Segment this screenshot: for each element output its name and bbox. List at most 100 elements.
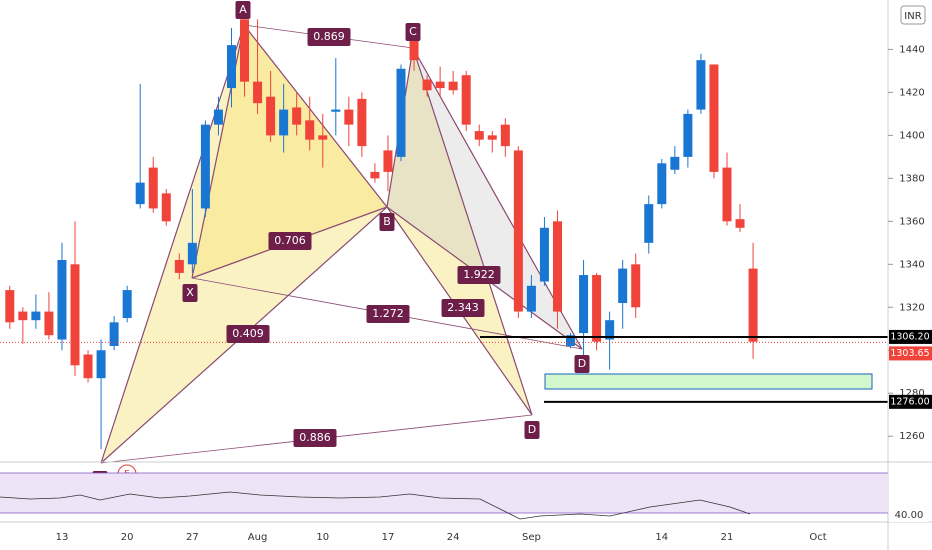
x-tick-label: 20 (121, 532, 134, 543)
candle-body (696, 60, 706, 110)
y-tick-label: 1340 (899, 259, 924, 270)
candle-body (683, 113, 693, 157)
price-label-box (889, 346, 932, 361)
pattern-ratio: 1.922 (463, 268, 495, 281)
x-tick-label: 27 (186, 532, 199, 543)
target-zone (544, 373, 873, 390)
pattern-point: X (186, 286, 194, 299)
candle-body (279, 109, 289, 136)
candle-body (109, 322, 119, 346)
candle-body (344, 109, 354, 125)
candle-body (18, 311, 28, 321)
pattern-ratio: 0.886 (299, 431, 331, 444)
pattern-point: A (239, 3, 247, 16)
currency-box (900, 5, 926, 25)
candle-body (579, 275, 589, 334)
candle-body (657, 163, 667, 205)
price-label: 1276.00 (890, 396, 929, 407)
candle-body (240, 19, 250, 82)
candle-body (83, 354, 93, 379)
pattern-ratio-box (268, 232, 312, 250)
x-tick-label: 14 (655, 532, 668, 543)
x-tick-label: 17 (382, 532, 395, 543)
candle-body (722, 167, 732, 222)
pattern-point-box (574, 355, 590, 373)
candle-body (57, 260, 67, 340)
pattern-point: C (409, 25, 417, 38)
candle-body (70, 264, 80, 366)
candle-body (474, 131, 484, 140)
x-tick-label: 13 (56, 532, 69, 543)
candle-body (357, 98, 367, 147)
y-tick-label: 1400 (899, 130, 924, 141)
y-tick-label: 1440 (899, 44, 924, 55)
candle-body (448, 81, 458, 91)
candle-body (709, 64, 719, 172)
pattern-ratio-box (366, 305, 410, 323)
candle-body (253, 81, 263, 104)
pattern-ratio-box (307, 28, 351, 46)
pattern-ratio-box (457, 266, 501, 284)
candle-body (331, 109, 341, 112)
candle-body (396, 68, 406, 157)
candle-body (552, 221, 562, 312)
candle-body (409, 38, 419, 61)
pattern-point: D (528, 423, 536, 436)
pattern-point-box (524, 421, 540, 439)
candles (5, 15, 758, 450)
candle-body (44, 311, 54, 336)
candle-body (618, 268, 628, 303)
x-tick-label: Aug (248, 532, 268, 543)
indicator-level: 40.00 (895, 510, 924, 521)
candle-body (31, 311, 41, 321)
candle-body (174, 260, 184, 273)
candle-body (148, 167, 158, 209)
pattern-point-box (405, 23, 421, 41)
x-tick-label: Sep (522, 532, 541, 543)
candle-body (370, 171, 380, 179)
pattern-ratio: 0.706 (274, 234, 306, 247)
candle-body (526, 285, 536, 312)
pattern-line (100, 24, 245, 464)
pattern-area (387, 48, 582, 349)
pattern-line (243, 24, 388, 208)
candle-body (383, 150, 393, 172)
x-tick-label: 24 (447, 532, 460, 543)
pattern-point: D (578, 357, 586, 370)
candle-body (318, 135, 328, 140)
candle-body (96, 350, 106, 379)
y-tick-label: 1280 (899, 388, 924, 399)
candle-body (266, 96, 276, 136)
candle-body (592, 275, 602, 342)
pattern-ratio: 0.409 (232, 327, 264, 340)
y-tick-label: 1260 (899, 431, 924, 442)
candle-body (539, 227, 549, 282)
candle-body (305, 120, 315, 140)
y-tick-label: 1360 (899, 216, 924, 227)
pattern-ratio-box (293, 429, 337, 447)
pattern-point: B (383, 215, 391, 228)
candle-body (435, 81, 445, 89)
pattern-area (387, 48, 532, 415)
candle-body (513, 150, 523, 312)
indicator-band (0, 473, 888, 513)
candle-body (566, 335, 576, 346)
x-tick-label: Oct (809, 532, 826, 543)
pattern-area (101, 25, 387, 463)
price-label: 1306.20 (890, 331, 929, 342)
price-label-box (889, 394, 932, 409)
candle-body (122, 290, 132, 319)
pattern-area (192, 25, 387, 278)
candle-body (200, 124, 210, 209)
pattern-ratio: 2.343 (447, 301, 479, 314)
candle-body (631, 264, 641, 308)
indicator-line (0, 491, 751, 520)
pattern-ratio: 0.869 (313, 30, 345, 43)
candle-body (670, 156, 680, 170)
candle-body (461, 75, 471, 125)
candle-body (292, 107, 302, 125)
candle-body (422, 79, 432, 91)
price-label-box (889, 329, 932, 344)
pattern-ratio-box (441, 299, 485, 317)
